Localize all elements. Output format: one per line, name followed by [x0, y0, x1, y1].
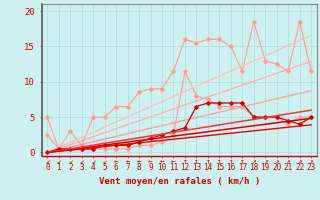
- Text: ↙: ↙: [102, 157, 107, 166]
- X-axis label: Vent moyen/en rafales ( km/h ): Vent moyen/en rafales ( km/h ): [99, 178, 260, 186]
- Text: ↑: ↑: [194, 157, 199, 166]
- Text: ↗: ↗: [309, 157, 313, 166]
- Text: ←: ←: [125, 157, 130, 166]
- Text: ↗: ↗: [274, 157, 279, 166]
- Text: ↗: ↗: [286, 157, 291, 166]
- Text: ↑: ↑: [205, 157, 210, 166]
- Text: ↑: ↑: [183, 157, 187, 166]
- Text: ↙: ↙: [79, 157, 84, 166]
- Text: ↑: ↑: [217, 157, 222, 166]
- Text: ←: ←: [137, 157, 141, 166]
- Text: ↙: ↙: [91, 157, 95, 166]
- Text: ←: ←: [160, 157, 164, 166]
- Text: ↙: ↙: [57, 157, 61, 166]
- Text: ↗: ↗: [297, 157, 302, 166]
- Text: ↑: ↑: [228, 157, 233, 166]
- Text: ←: ←: [148, 157, 153, 166]
- Text: ↗: ↗: [263, 157, 268, 166]
- Text: ↗: ↗: [252, 157, 256, 166]
- Text: ↑: ↑: [240, 157, 244, 166]
- Text: ↙: ↙: [68, 157, 73, 166]
- Text: ←: ←: [171, 157, 176, 166]
- Text: ↙: ↙: [45, 157, 50, 166]
- Text: ←: ←: [114, 157, 118, 166]
